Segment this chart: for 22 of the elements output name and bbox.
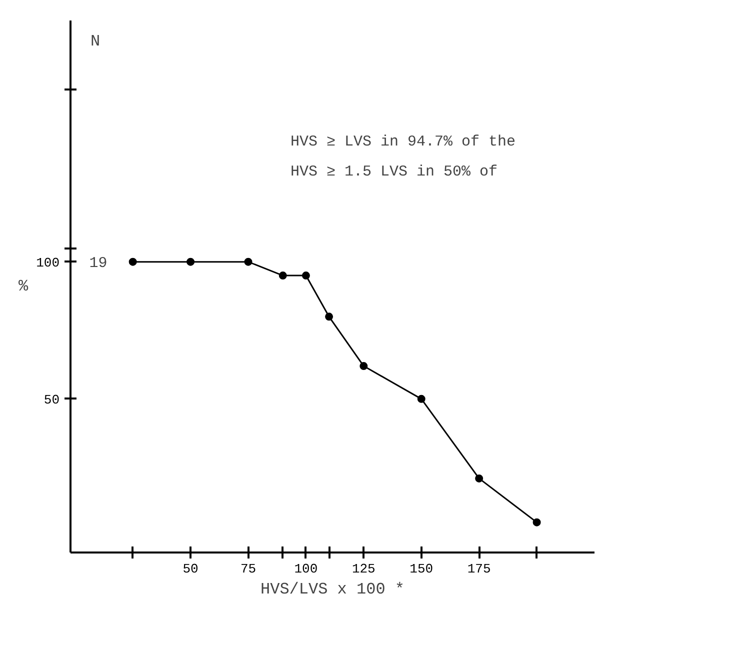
- y-axis-title: %: [18, 278, 28, 296]
- point: [532, 518, 541, 526]
- x-tick-label: 175: [467, 562, 491, 576]
- x-tick-label: 100: [294, 562, 318, 576]
- annotation: HVS ≥ 1.5 LVS in 50% of: [290, 164, 498, 180]
- point: [302, 272, 310, 280]
- annotation: HVS ≥ LVS in 94.7% of the: [290, 134, 516, 150]
- x-tick-label: 75: [240, 562, 256, 576]
- annotation: 19: [89, 254, 108, 272]
- point: [244, 258, 252, 266]
- x-tick-label: 125: [352, 562, 376, 576]
- point: [475, 474, 484, 482]
- point: [417, 394, 426, 403]
- x-axis-title: HVS/LVS x 100 *: [260, 580, 405, 598]
- point: [360, 362, 368, 370]
- point: [278, 272, 287, 280]
- x-tick-label: 50: [182, 562, 198, 576]
- point: [186, 258, 195, 266]
- point: [128, 258, 137, 266]
- y2-axis-title: N: [90, 32, 100, 50]
- point: [325, 312, 334, 321]
- x-tick-label: 150: [410, 562, 434, 576]
